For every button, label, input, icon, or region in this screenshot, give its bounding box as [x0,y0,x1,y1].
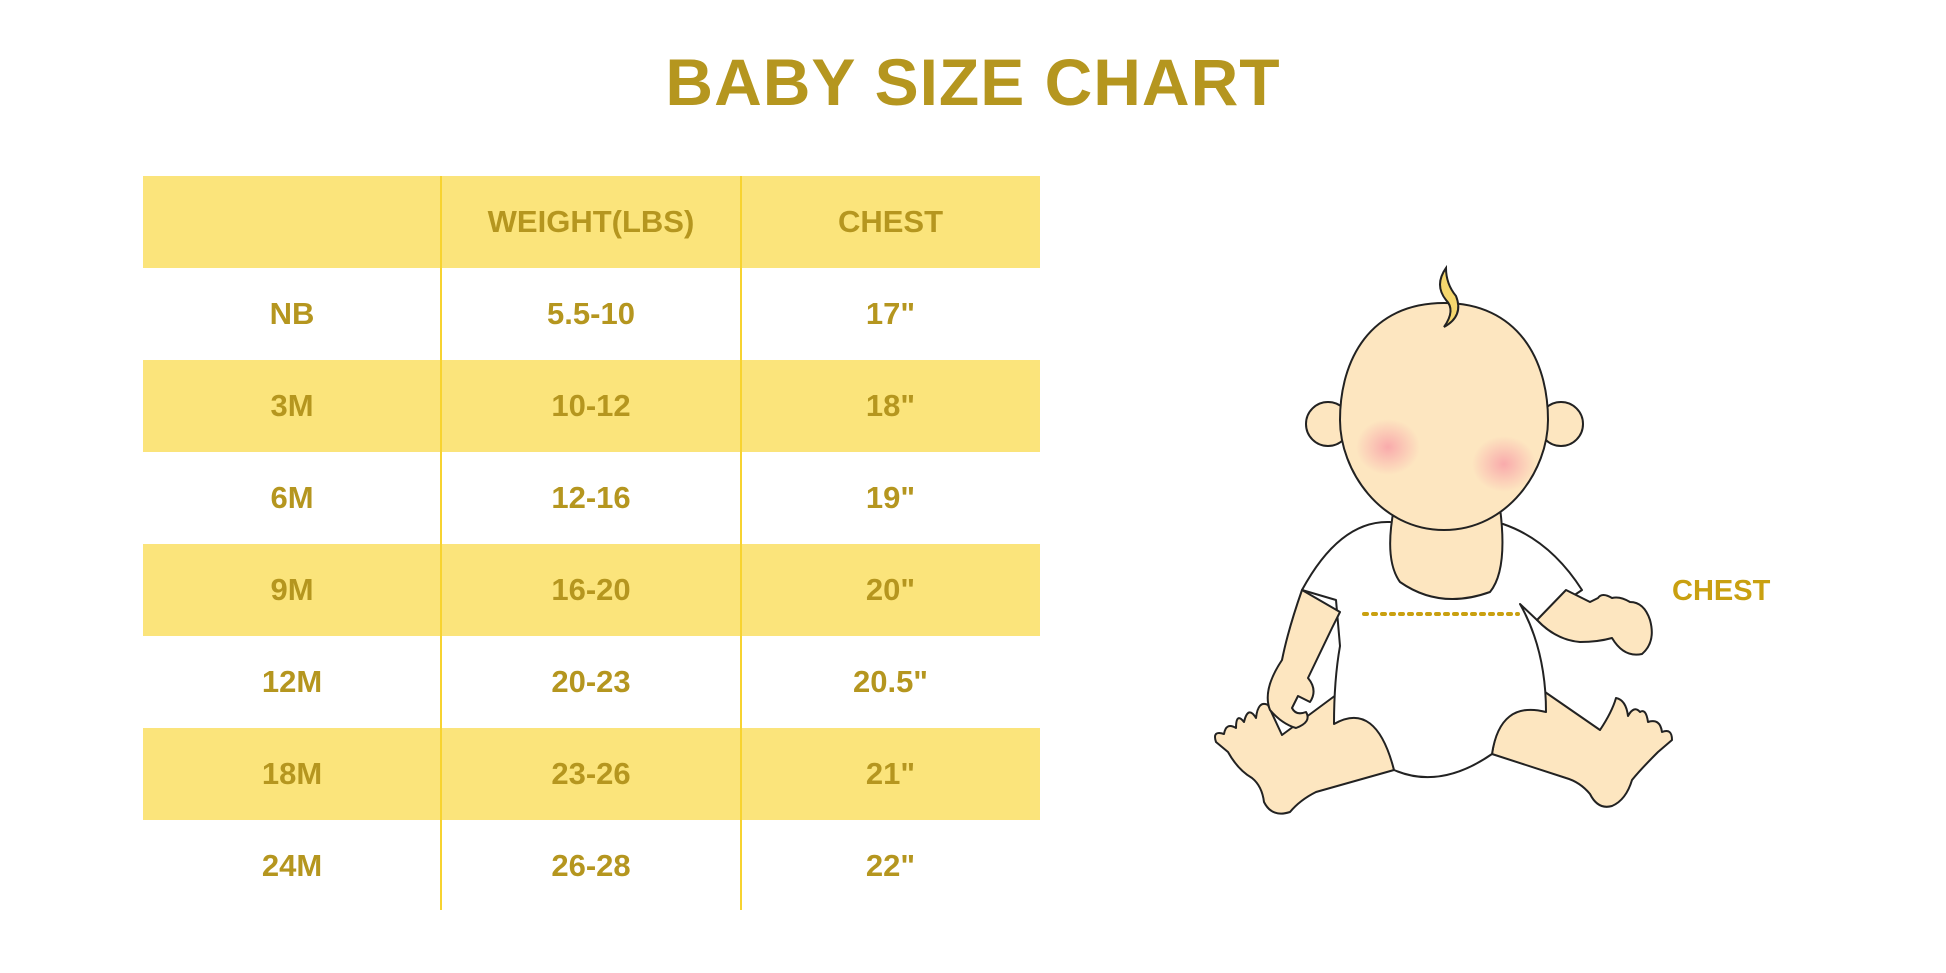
table-row: 6M 12-16 19" [143,452,1040,544]
weight-cell: 26-28 [551,848,631,883]
size-cell: NB [269,296,315,331]
weight-cell: 20-23 [551,664,631,699]
size-cell: 3M [270,388,314,423]
size-cell: 9M [270,572,314,607]
right-leg [1491,691,1673,808]
page-title: BABY SIZE CHART [665,45,1281,119]
table-row: NB 5.5-10 17" [143,268,1040,360]
chest-cell: 21" [865,756,916,791]
chest-cell: 19" [865,480,916,515]
size-cell: 18M [261,756,323,791]
neck [1389,507,1504,601]
chest-measure-label: CHEST [1672,575,1771,607]
hair-curl-icon [1439,264,1460,328]
header-chest: CHEST [837,204,944,239]
left-arm [1266,589,1341,729]
weight-cell: 12-16 [551,480,631,515]
weight-cell: 5.5-10 [547,296,635,331]
size-cell: 24M [261,848,323,883]
size-cell: 6M [270,480,314,515]
table-row: 18M 23-26 21" [143,728,1040,820]
size-chart-table: WEIGHT(LBS) CHEST NB 5.5-10 17" 3M 10-12… [143,176,1040,912]
chest-cell: 18" [865,388,916,423]
table-row: 9M 16-20 20" [143,544,1040,636]
shirt [1301,520,1583,779]
column-divider [440,176,442,910]
weight-cell: 23-26 [551,756,631,791]
left-leg [1214,691,1395,815]
table-row: 24M 26-28 22" [143,820,1040,912]
table-row: 12M 20-23 20.5" [143,636,1040,728]
table-row: 3M 10-12 18" [143,360,1040,452]
chest-cell: 20.5" [852,664,929,699]
column-divider [740,176,742,910]
header-weight: WEIGHT(LBS) [487,204,695,239]
size-cell: 12M [261,664,323,699]
chest-cell: 22" [865,848,916,883]
weight-cell: 16-20 [551,572,631,607]
right-arm [1536,589,1653,656]
table-header-row: WEIGHT(LBS) CHEST [143,176,1040,268]
head [1339,302,1549,531]
chest-cell: 20" [865,572,916,607]
chest-cell: 17" [865,296,916,331]
weight-cell: 10-12 [551,388,631,423]
